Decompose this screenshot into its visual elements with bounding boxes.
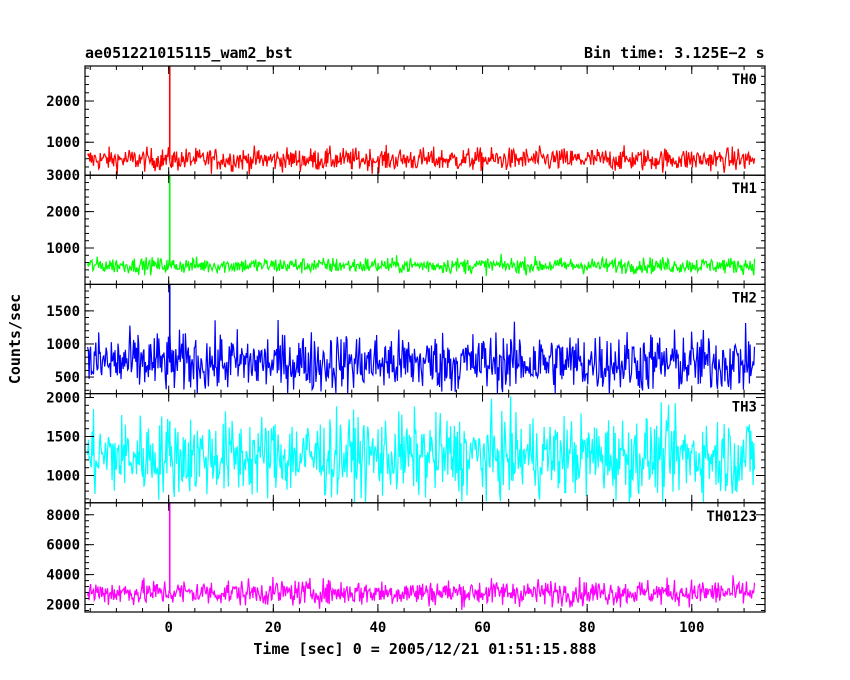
panel-frame-th2	[84, 283, 766, 395]
series-line-th0123	[87, 575, 756, 611]
y-tick-label: 6000	[46, 538, 80, 554]
panel-label-th1: TH1	[732, 181, 757, 197]
series-line-th3	[87, 396, 756, 503]
y-tick-label: 1000	[46, 337, 80, 353]
x-tick-label: 100	[679, 620, 704, 636]
y-tick-label: 2000	[46, 94, 80, 110]
x-tick-label: 60	[474, 620, 491, 636]
panel-label-th3: TH3	[732, 400, 757, 416]
observation-id: ae051221015115_wam2_bst	[85, 44, 293, 62]
x-tick-label: 20	[265, 620, 282, 636]
y-tick-label: 4000	[46, 568, 80, 584]
y-axis-label: Counts/sec	[6, 294, 24, 384]
y-tick-label: 1500	[46, 430, 80, 446]
series-line-th1	[87, 253, 756, 276]
x-tick-label: 40	[369, 620, 386, 636]
y-tick-label: 2000	[46, 205, 80, 221]
panel-frame-th0123	[84, 502, 766, 613]
y-tick-label: 2000	[46, 391, 80, 407]
y-tick-label: 8000	[46, 508, 80, 524]
x-tick-label: 80	[579, 620, 596, 636]
y-tick-label: 2000	[46, 598, 80, 614]
y-tick-label: 1000	[46, 135, 80, 151]
panel-label-th2: TH2	[732, 290, 757, 306]
y-tick-label: 3000	[46, 168, 80, 184]
y-tick-label: 1000	[46, 469, 80, 485]
y-tick-label: 1500	[46, 304, 80, 320]
panel-label-th0123: TH0123	[706, 509, 757, 525]
x-axis-label: Time [sec] 0 = 2005/12/21 01:51:15.888	[253, 640, 596, 658]
panel-frame-th1	[84, 174, 766, 285]
bin-time-label: Bin time: 3.125E−2 s	[584, 44, 765, 62]
y-tick-label: 1000	[46, 241, 80, 257]
panel-label-th0: TH0	[732, 72, 757, 88]
x-tick-label: 0	[164, 620, 172, 636]
series-line-th0	[87, 144, 756, 175]
series-line-th2	[87, 319, 756, 394]
y-tick-label: 500	[55, 370, 80, 386]
